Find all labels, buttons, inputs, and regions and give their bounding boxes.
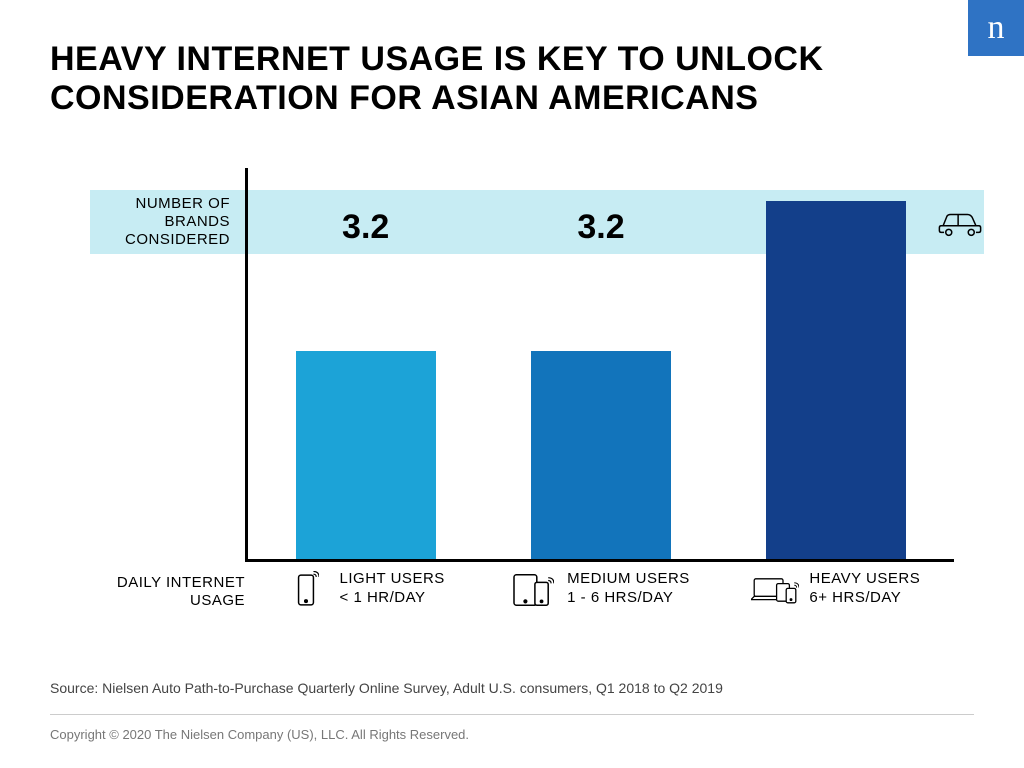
category-line1: HEAVY USERS xyxy=(809,570,920,589)
laptop-tablet-phone-icon xyxy=(751,570,799,610)
x-axis-line xyxy=(245,559,954,562)
x-axis-title-line1: DAILY INTERNET xyxy=(117,574,245,591)
category-text: MEDIUM USERS 1 - 6 HRS/DAY xyxy=(567,570,690,608)
category-line2: < 1 HR/DAY xyxy=(340,589,445,608)
category-line2: 6+ HRS/DAY xyxy=(809,589,920,608)
copyright-text: Copyright © 2020 The Nielsen Company (US… xyxy=(50,727,974,742)
page-root: n HEAVY INTERNET USAGE IS KEY TO UNLOCK … xyxy=(0,0,1024,768)
x-axis-title: DAILY INTERNET USAGE xyxy=(90,568,245,618)
bar-column: 5.5 xyxy=(719,168,954,559)
brand-logo: n xyxy=(968,0,1024,56)
footer: Source: Nielsen Auto Path-to-Purchase Qu… xyxy=(50,680,974,742)
x-axis-row: DAILY INTERNET USAGE LIGHT USERS < 1 HR/… xyxy=(90,568,954,618)
bar xyxy=(296,351,436,560)
category-text: HEAVY USERS 6+ HRS/DAY xyxy=(809,570,920,608)
category-label: MEDIUM USERS 1 - 6 HRS/DAY xyxy=(481,568,717,618)
category-line1: MEDIUM USERS xyxy=(567,570,690,589)
source-text: Source: Nielsen Auto Path-to-Purchase Qu… xyxy=(50,680,974,696)
value-band-label-line2: CONSIDERED xyxy=(125,231,230,249)
bars-row: 3.2 3.2 5.5 xyxy=(248,168,954,559)
category-label: HEAVY USERS 6+ HRS/DAY xyxy=(718,568,954,618)
value-band-label-line1: NUMBER OF BRANDS xyxy=(90,195,230,231)
bar-chart: NUMBER OF BRANDS CONSIDERED 3.2 3.2 xyxy=(50,158,974,618)
footer-divider xyxy=(50,714,974,715)
bar xyxy=(531,351,671,560)
value-band-label: NUMBER OF BRANDS CONSIDERED xyxy=(90,190,230,254)
bar xyxy=(766,201,906,559)
category-line1: LIGHT USERS xyxy=(340,570,445,589)
phone-icon xyxy=(282,570,330,610)
x-axis-categories: LIGHT USERS < 1 HR/DAY xyxy=(245,568,954,618)
brand-logo-letter: n xyxy=(988,9,1005,47)
tablet-phone-icon xyxy=(509,570,557,610)
page-title: HEAVY INTERNET USAGE IS KEY TO UNLOCK CO… xyxy=(50,40,910,118)
bar-value-label: 3.2 xyxy=(483,208,718,247)
category-label: LIGHT USERS < 1 HR/DAY xyxy=(245,568,481,618)
x-axis-title-line2: USAGE xyxy=(190,592,245,609)
category-text: LIGHT USERS < 1 HR/DAY xyxy=(340,570,445,608)
plot-area: 3.2 3.2 5.5 xyxy=(248,168,954,559)
bar-column: 3.2 xyxy=(248,168,483,559)
bar-column: 3.2 xyxy=(483,168,718,559)
category-line2: 1 - 6 HRS/DAY xyxy=(567,589,690,608)
bar-value-label: 3.2 xyxy=(248,208,483,247)
